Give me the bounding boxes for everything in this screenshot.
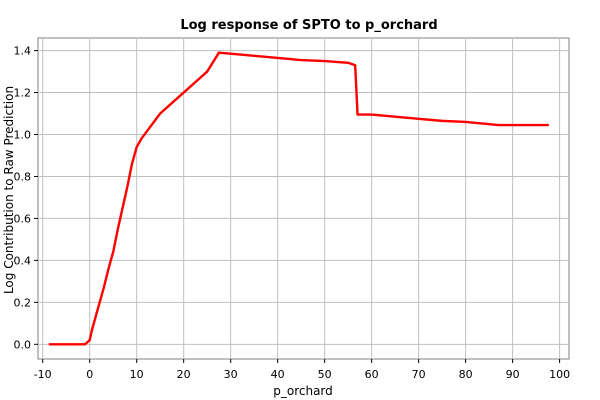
y-tick-label: 1.4: [14, 45, 32, 58]
x-tick-label: 30: [224, 368, 238, 381]
x-tick-label: 90: [506, 368, 520, 381]
series-line: [48, 51, 550, 346]
x-tick-label: 50: [318, 368, 332, 381]
x-tick-label: 40: [271, 368, 285, 381]
x-tick-label: 80: [459, 368, 473, 381]
y-tick-label: 0.2: [14, 296, 32, 309]
x-axis-label: p_orchard: [273, 384, 333, 398]
series-layer: [48, 51, 550, 346]
chart-title: Log response of SPTO to p_orchard: [180, 18, 437, 33]
y-tick-label: 0.4: [14, 254, 32, 267]
x-tick-label: -10: [34, 368, 52, 381]
y-tick-label: 1.2: [14, 87, 32, 100]
x-tick-label: 20: [177, 368, 191, 381]
y-tick-label: 0.6: [14, 212, 32, 225]
plot-area: [37, 37, 570, 360]
x-tick-label: 10: [130, 368, 144, 381]
grid-layer: [38, 38, 569, 359]
x-tick-label: 60: [365, 368, 379, 381]
x-axis: -10 0 10 20 30 40 50 60 70 80 90 100: [34, 359, 570, 381]
y-tick-label: 0.0: [14, 338, 32, 351]
y-tick-label: 1.0: [14, 129, 32, 142]
y-axis-label: Log Contribution to Raw Prediction: [2, 86, 16, 294]
x-tick-label: 0: [86, 368, 93, 381]
y-tick-label: 0.8: [14, 170, 32, 183]
x-tick-label: 70: [412, 368, 426, 381]
y-axis: 0.0 0.2 0.4 0.6 0.8 1.0 1.2 1.4: [14, 45, 38, 351]
x-tick-label: 100: [549, 368, 570, 381]
